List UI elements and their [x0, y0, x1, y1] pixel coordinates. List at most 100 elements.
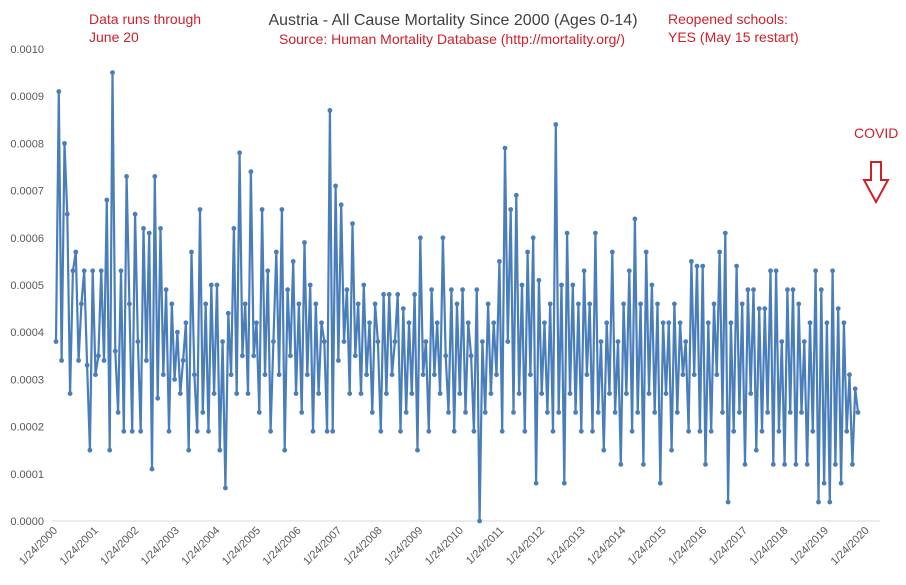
data-point — [112, 348, 118, 354]
data-point — [796, 301, 802, 307]
data-point — [290, 259, 296, 264]
data-point — [680, 372, 686, 378]
data-point — [604, 320, 610, 326]
data-point — [474, 287, 480, 293]
data-point — [564, 230, 570, 236]
data-point — [183, 320, 189, 326]
data-point — [169, 301, 175, 307]
data-point — [700, 263, 706, 269]
data-point — [745, 287, 751, 293]
data-point — [310, 428, 316, 434]
data-point — [146, 230, 152, 236]
data-point — [677, 320, 683, 326]
annotation-reopened-line1: Reopened schools: — [668, 11, 788, 27]
data-point — [790, 287, 796, 293]
data-point — [739, 301, 745, 307]
data-point — [90, 268, 96, 274]
data-point — [420, 372, 426, 378]
data-point — [417, 235, 423, 241]
data-point — [471, 428, 477, 434]
data-point — [804, 462, 810, 467]
data-point — [816, 499, 821, 505]
data-point — [655, 301, 660, 307]
data-point — [129, 428, 135, 434]
data-point — [347, 391, 353, 396]
data-point — [835, 306, 841, 311]
y-tick-label: 0.0010 — [10, 44, 44, 56]
data-point — [271, 339, 276, 344]
data-point — [124, 174, 129, 179]
data-point — [779, 339, 785, 344]
data-point — [694, 263, 700, 269]
data-point — [98, 268, 104, 274]
data-point — [646, 391, 652, 396]
data-point — [480, 339, 485, 344]
data-point — [262, 372, 268, 378]
data-point — [180, 358, 186, 363]
data-point — [714, 372, 720, 378]
data-point — [451, 428, 457, 434]
data-point — [395, 292, 401, 297]
data-point — [231, 226, 237, 231]
data-point — [821, 480, 827, 486]
data-point — [663, 391, 669, 396]
data-point — [708, 428, 714, 434]
data-point — [657, 480, 663, 486]
data-point — [850, 462, 855, 467]
data-point — [285, 287, 290, 293]
data-point — [237, 150, 243, 156]
chart-title: Austria - All Cause Mortality Since 2000… — [268, 12, 638, 29]
data-point — [528, 372, 533, 378]
data-point — [177, 391, 183, 396]
data-point — [499, 428, 505, 434]
data-point — [307, 282, 313, 288]
data-point — [355, 301, 361, 307]
y-tick-label: 0.0008 — [10, 138, 44, 150]
data-point — [194, 428, 200, 434]
annotation-reopened-schools: Reopened schools: YES (May 15 restart) — [668, 10, 799, 46]
data-point — [443, 353, 449, 359]
data-point — [234, 391, 240, 396]
data-point — [223, 485, 228, 491]
covid-arrow-icon — [862, 161, 890, 205]
data-point — [304, 372, 310, 378]
data-point — [454, 301, 460, 307]
y-tick-label: 0.0000 — [10, 516, 44, 528]
data-point — [398, 428, 403, 434]
data-point — [384, 391, 389, 396]
data-point — [381, 292, 386, 297]
data-point — [324, 428, 330, 434]
data-point — [705, 320, 711, 326]
data-point — [683, 339, 689, 344]
data-point — [155, 395, 161, 401]
data-point — [674, 410, 680, 415]
data-point — [279, 207, 285, 212]
data-point — [587, 301, 593, 307]
data-point — [138, 428, 144, 434]
data-point — [756, 306, 762, 311]
data-point — [553, 122, 559, 127]
data-point — [135, 339, 141, 344]
y-tick-label: 0.0007 — [10, 186, 44, 198]
data-point — [609, 249, 615, 255]
y-tick-label: 0.0003 — [10, 374, 44, 386]
data-point — [841, 320, 847, 326]
data-point — [392, 339, 398, 344]
data-point — [787, 410, 793, 415]
data-point — [242, 301, 248, 307]
data-point — [228, 372, 234, 378]
data-point — [101, 358, 107, 363]
data-point — [593, 230, 598, 236]
data-point — [449, 287, 454, 293]
data-point — [536, 277, 542, 283]
data-point — [567, 391, 573, 396]
data-point — [635, 410, 641, 415]
data-point — [641, 462, 646, 467]
data-point — [426, 428, 432, 434]
data-point — [502, 145, 508, 151]
data-point — [372, 301, 378, 307]
data-point — [319, 320, 324, 326]
data-point — [240, 353, 245, 359]
data-point — [389, 372, 395, 378]
